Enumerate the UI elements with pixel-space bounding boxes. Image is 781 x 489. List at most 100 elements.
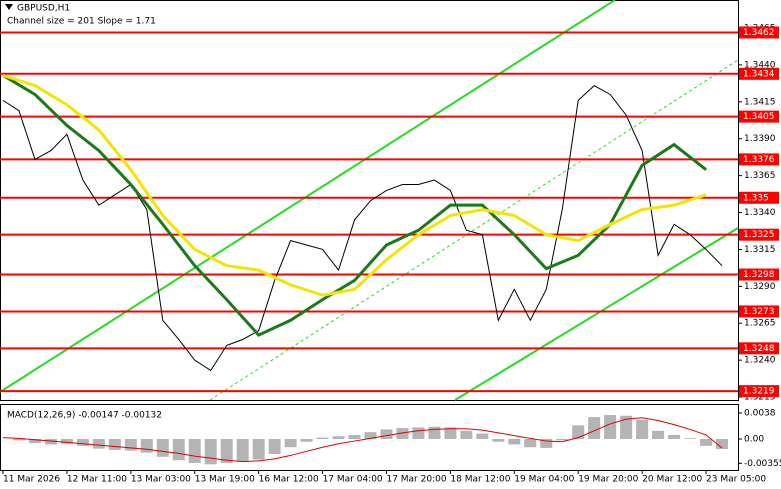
- macd-bar: [572, 425, 585, 440]
- macd-bar: [252, 439, 265, 460]
- x-tick-label: 16 Mar 12:00: [259, 475, 319, 485]
- macd-bar: [380, 429, 393, 440]
- x-tick-label: 17 Mar 04:00: [323, 475, 383, 485]
- level-label: 1.3462: [743, 28, 775, 38]
- macd-bar: [524, 439, 537, 448]
- level-label-box: [739, 305, 779, 318]
- macd-bar: [716, 439, 729, 450]
- level-label: 1.3298: [743, 270, 775, 280]
- channel-upper: [0, 0, 616, 393]
- macd-bar: [12, 439, 25, 441]
- macd-bar: [60, 439, 73, 444]
- x-tick-label: 12 Mar 11:00: [67, 475, 127, 485]
- macd-bar: [460, 430, 473, 440]
- macd-bar: [652, 430, 665, 440]
- y-tick-label: 0.00: [744, 435, 764, 445]
- macd-bar: [44, 439, 57, 445]
- macd-bar: [28, 439, 41, 444]
- y-tick-label: 1.3340: [744, 208, 776, 218]
- macd-bar: [668, 434, 681, 440]
- macd-bar: [620, 415, 633, 440]
- x-tick-label: 19 Mar 20:00: [578, 475, 638, 485]
- chart-subtitle: Channel size = 201 Slope = 1.71: [7, 17, 156, 27]
- macd-bar: [268, 439, 281, 455]
- price-line: [2, 84, 723, 372]
- macd-bar: [396, 428, 409, 440]
- macd-bar: [300, 439, 313, 442]
- x-tick-label: 11 Mar 2026: [3, 475, 60, 485]
- macd-bar: [364, 432, 377, 440]
- y-tick-label: 1.3365: [744, 171, 776, 181]
- level-label-box: [739, 191, 779, 204]
- macd-bar: [604, 415, 617, 440]
- level-label-box: [739, 385, 779, 398]
- macd-bar: [348, 434, 361, 440]
- level-label-box: [739, 342, 779, 355]
- macd-bar: [220, 439, 233, 463]
- y-tick-label: 1.3440: [744, 60, 776, 70]
- y-tick-label: 1.3290: [744, 282, 776, 292]
- macd-bar: [108, 439, 121, 450]
- level-label-box: [739, 268, 779, 281]
- main-frame: [0, 0, 739, 401]
- macd-bar: [428, 426, 441, 440]
- y-tick-label: 0.0038: [744, 409, 776, 419]
- macd-bar: [636, 419, 649, 440]
- macd-bar: [204, 439, 217, 465]
- macd-bar: [284, 439, 297, 448]
- level-label: 1.3325: [743, 230, 775, 240]
- y-tick-label: 1.3215: [744, 393, 776, 403]
- level-label-box: [739, 110, 779, 123]
- level-label: 1.3273: [743, 307, 775, 317]
- macd-bar: [444, 427, 457, 440]
- macd-bar: [492, 439, 505, 442]
- channel-lower: [454, 227, 739, 401]
- macd-bar: [92, 439, 105, 449]
- y-tick-label: 1.3390: [744, 134, 776, 144]
- x-tick-label: 18 Mar 12:00: [450, 475, 510, 485]
- y-tick-label: 1.3240: [744, 356, 776, 366]
- moving-average: [2, 73, 707, 297]
- y-tick-label: 1.3415: [744, 97, 776, 107]
- macd-bar: [140, 439, 153, 453]
- x-tick-label: 17 Mar 20:00: [386, 475, 446, 485]
- level-label: 1.3434: [743, 69, 775, 79]
- macd-bar: [412, 427, 425, 440]
- level-label-box: [739, 153, 779, 166]
- y-tick-label: 1.3265: [744, 319, 776, 329]
- level-label: 1.3248: [743, 344, 775, 354]
- moving-average: [2, 73, 707, 337]
- macd-bar: [236, 439, 249, 462]
- macd-title: MACD(12,26,9) -0.00147 -0.00132: [7, 411, 162, 421]
- macd-bar: [556, 439, 569, 441]
- x-tick-label: 19 Mar 04:00: [514, 475, 574, 485]
- level-label-box: [739, 67, 779, 80]
- macd-bar: [476, 433, 489, 440]
- symbol-icon: [5, 4, 13, 10]
- macd-bar: [188, 439, 201, 463]
- macd-bar: [700, 439, 713, 446]
- y-tick-label: -0.00355: [744, 459, 781, 469]
- x-tick-label: 20 Mar 12:00: [642, 475, 702, 485]
- macd-bar: [316, 437, 329, 440]
- level-label: 1.335: [743, 193, 769, 203]
- macd-bar: [684, 438, 697, 440]
- macd-bar: [172, 439, 185, 461]
- x-tick-label: 13 Mar 19:00: [195, 475, 255, 485]
- macd-bar: [332, 436, 345, 440]
- x-tick-label: 13 Mar 03:00: [131, 475, 191, 485]
- macd-bar: [540, 439, 553, 448]
- macd-bar: [124, 439, 137, 451]
- macd-signal: [2, 417, 723, 463]
- chart-title: GBPUSD,H1: [17, 4, 70, 14]
- level-label-box: [739, 228, 779, 241]
- x-tick-label: 23 Mar 05:00: [706, 475, 766, 485]
- level-label: 1.3219: [743, 387, 775, 397]
- macd-frame: [0, 404, 739, 471]
- macd-bar: [508, 439, 521, 445]
- level-label-box: [739, 26, 779, 39]
- macd-bar: [588, 417, 601, 440]
- level-label: 1.3405: [743, 112, 775, 122]
- macd-bar: [156, 439, 169, 457]
